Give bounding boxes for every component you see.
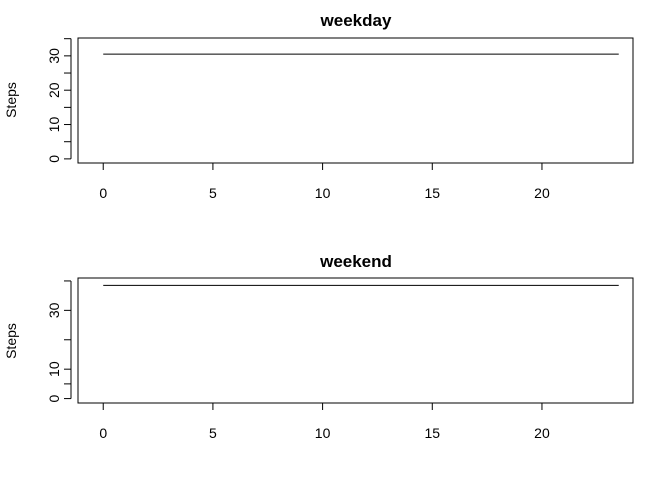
panel-weekend-x-tick-label: 0 <box>99 425 107 441</box>
panel-weekend-x-ticks: 0 5 10 15 20 <box>99 402 550 441</box>
panel-weekend: weekend Steps 0 10 30 0 5 10 15 20 <box>3 252 634 441</box>
panel-weekend-title: weekend <box>319 252 392 271</box>
panel-weekday-y-tick-label: 0 <box>46 155 62 163</box>
panel-weekday-title: weekday <box>320 11 392 30</box>
panel-weekend-x-tick-label: 15 <box>424 425 440 441</box>
panel-weekday-y-ticks: 0 10 20 30 <box>46 38 72 163</box>
panel-weekend-x-tick-label: 5 <box>209 425 217 441</box>
panel-weekday-x-tick-label: 5 <box>209 185 217 201</box>
panel-weekday-x-ticks: 0 5 10 15 20 <box>99 162 550 201</box>
panel-weekday-x-tick-label: 15 <box>424 185 440 201</box>
panel-weekend-x-tick-label: 20 <box>534 425 550 441</box>
panel-weekend-y-tick-label: 10 <box>46 361 62 377</box>
panel-weekend-y-axis-label: Steps <box>3 323 19 359</box>
panel-weekday-y-tick-label: 10 <box>46 117 62 133</box>
panel-weekend-y-tick-label: 0 <box>46 394 62 402</box>
panel-weekday-y-axis-label: Steps <box>3 82 19 118</box>
panel-weekend-y-ticks: 0 10 30 <box>46 280 72 402</box>
panel-weekday-x-tick-label: 0 <box>99 185 107 201</box>
panel-weekend-x-tick-label: 10 <box>315 425 331 441</box>
panel-weekday-y-tick-label: 30 <box>46 48 62 64</box>
panel-weekday-x-tick-label: 20 <box>534 185 550 201</box>
panel-weekday: weekday Steps 0 10 20 30 0 5 10 15 20 <box>3 11 634 201</box>
panel-weekday-x-tick-label: 10 <box>315 185 331 201</box>
panel-weekday-y-tick-label: 20 <box>46 82 62 98</box>
panel-weekend-y-tick-label: 30 <box>46 302 62 318</box>
